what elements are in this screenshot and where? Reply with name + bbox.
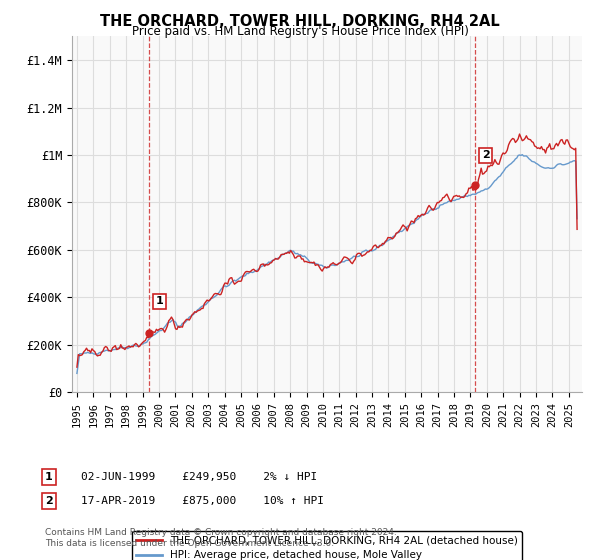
- Text: Contains HM Land Registry data © Crown copyright and database right 2024.
This d: Contains HM Land Registry data © Crown c…: [45, 528, 397, 548]
- Text: 17-APR-2019    £875,000    10% ↑ HPI: 17-APR-2019 £875,000 10% ↑ HPI: [81, 496, 324, 506]
- Text: 02-JUN-1999    £249,950    2% ↓ HPI: 02-JUN-1999 £249,950 2% ↓ HPI: [81, 472, 317, 482]
- Text: 2: 2: [482, 151, 490, 161]
- Text: 1: 1: [45, 472, 53, 482]
- Legend: THE ORCHARD, TOWER HILL, DORKING, RH4 2AL (detached house), HPI: Average price, : THE ORCHARD, TOWER HILL, DORKING, RH4 2A…: [132, 531, 522, 560]
- Text: THE ORCHARD, TOWER HILL, DORKING, RH4 2AL: THE ORCHARD, TOWER HILL, DORKING, RH4 2A…: [100, 14, 500, 29]
- Text: 1: 1: [156, 296, 164, 306]
- Text: Price paid vs. HM Land Registry's House Price Index (HPI): Price paid vs. HM Land Registry's House …: [131, 25, 469, 38]
- Text: 2: 2: [45, 496, 53, 506]
